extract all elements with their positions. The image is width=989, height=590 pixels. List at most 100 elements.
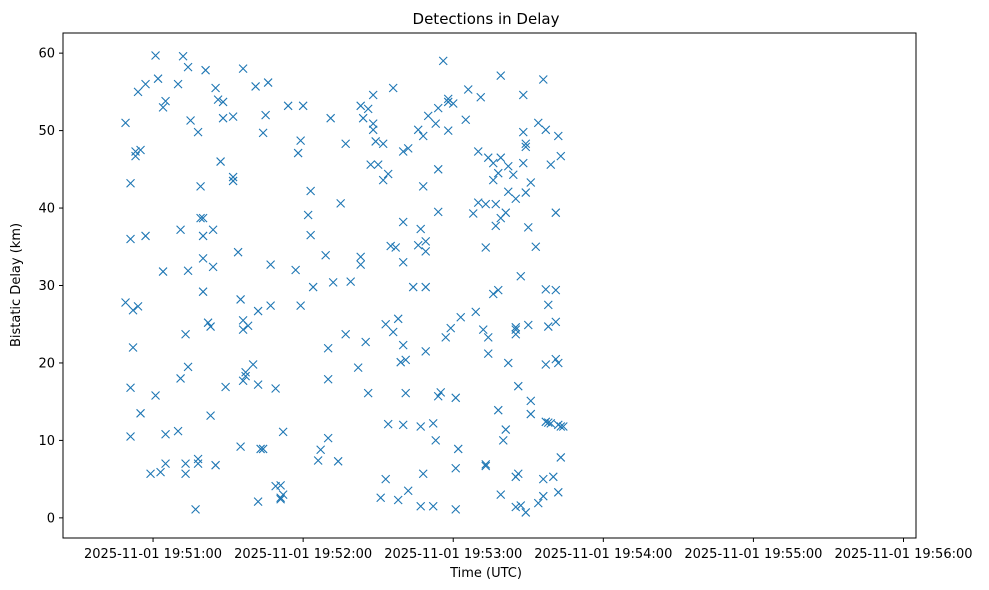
scatter-point	[321, 250, 331, 260]
scatter-point	[228, 176, 238, 186]
scatter-point	[493, 285, 503, 295]
scatter-point	[478, 325, 488, 335]
scatter-point	[236, 442, 245, 451]
scatter-point	[431, 119, 441, 129]
scatter-point	[323, 433, 333, 443]
scatter-point	[153, 74, 163, 84]
scatter-point	[438, 56, 448, 66]
scatter-point	[341, 139, 351, 149]
scatter-point	[558, 422, 568, 431]
scatter-point	[198, 213, 208, 223]
scatter-point	[446, 323, 456, 333]
scatter-point	[456, 312, 466, 322]
scatter-point	[433, 164, 443, 174]
scatter-point	[161, 429, 170, 439]
scatter-point	[431, 436, 441, 445]
scatter-point	[531, 242, 541, 252]
y-tick-label: 60	[38, 47, 55, 62]
scatter-point	[393, 495, 403, 505]
scatter-point	[418, 469, 428, 479]
scatter-point	[503, 161, 513, 171]
x-tick-label: 2025-11-01 19:55:00	[684, 547, 822, 562]
scatter-point	[178, 51, 188, 61]
scatter-point	[261, 110, 271, 120]
scatter-point	[278, 490, 288, 500]
scatter-point	[451, 463, 461, 473]
scatter-point	[156, 467, 165, 477]
scatter-point	[481, 199, 491, 209]
scatter-point	[493, 168, 503, 178]
scatter-point	[181, 469, 190, 479]
scatter-point	[553, 131, 563, 141]
scatter-point	[276, 494, 286, 504]
scatter-point	[228, 112, 238, 122]
scatter-point	[183, 362, 193, 372]
scatter-point	[121, 298, 130, 307]
scatter-point	[238, 325, 248, 335]
scatter-point	[243, 321, 253, 331]
scatter-point	[126, 383, 135, 393]
scatter-point	[131, 147, 140, 156]
scatter-point	[296, 301, 306, 311]
scatter-point	[513, 381, 523, 391]
scatter-point	[218, 97, 228, 107]
scatter-point	[548, 472, 558, 482]
scatter-point	[391, 243, 401, 252]
scatter-point	[428, 501, 438, 511]
scatter-point	[158, 267, 168, 276]
scatter-point	[551, 354, 561, 364]
x-axis-title: Time (UTC)	[449, 566, 522, 581]
scatter-point	[511, 329, 521, 339]
scatter-point	[161, 459, 170, 469]
scatter-point	[376, 493, 386, 503]
scatter-point	[356, 260, 366, 269]
scatter-point	[198, 287, 208, 297]
scatter-point	[316, 445, 326, 455]
scatter-point	[238, 64, 248, 74]
scatter-point	[413, 125, 423, 135]
scatter-point	[151, 391, 160, 400]
scatter-point	[483, 333, 493, 342]
scatter-point	[191, 504, 200, 514]
scatter-point	[483, 349, 493, 359]
scatter-point	[423, 111, 433, 121]
scatter-point	[296, 136, 306, 146]
scatter-point	[278, 427, 288, 437]
scatter-point	[346, 277, 356, 287]
scatter-point	[526, 396, 536, 406]
scatter-point	[518, 127, 528, 137]
scatter-point	[556, 453, 566, 462]
scatter-point	[208, 262, 218, 272]
scatter-point	[526, 409, 536, 419]
x-tick-label: 2025-11-01 19:53:00	[384, 547, 522, 562]
y-tick-label: 10	[38, 434, 55, 449]
scatter-point	[176, 225, 185, 235]
scatter-point	[518, 158, 528, 168]
scatter-point	[133, 87, 143, 97]
x-tick-label: 2025-11-01 19:51:00	[84, 547, 222, 562]
scatter-point	[378, 139, 388, 149]
scatter-point	[541, 125, 551, 135]
scatter-point	[496, 153, 506, 163]
scatter-point	[271, 384, 281, 393]
scatter-point	[248, 360, 258, 369]
scatter-point	[196, 213, 205, 223]
scatter-point	[451, 393, 461, 403]
scatter-point	[488, 289, 498, 299]
scatter-point	[263, 78, 273, 87]
scatter-point	[523, 320, 533, 330]
scatter-point	[256, 444, 266, 454]
scatter-point	[403, 144, 413, 153]
scatter-point	[368, 90, 378, 100]
x-tick-label: 2025-11-01 19:52:00	[234, 547, 372, 562]
scatter-point	[356, 101, 366, 111]
scatter-point	[181, 459, 190, 469]
scatter-point	[228, 172, 238, 182]
scatter-point	[241, 371, 250, 381]
scatter-point	[173, 79, 183, 89]
scatter-point	[433, 207, 443, 217]
scatter-point	[463, 85, 473, 94]
scatter-point	[523, 223, 533, 232]
y-tick-label: 50	[38, 124, 55, 139]
